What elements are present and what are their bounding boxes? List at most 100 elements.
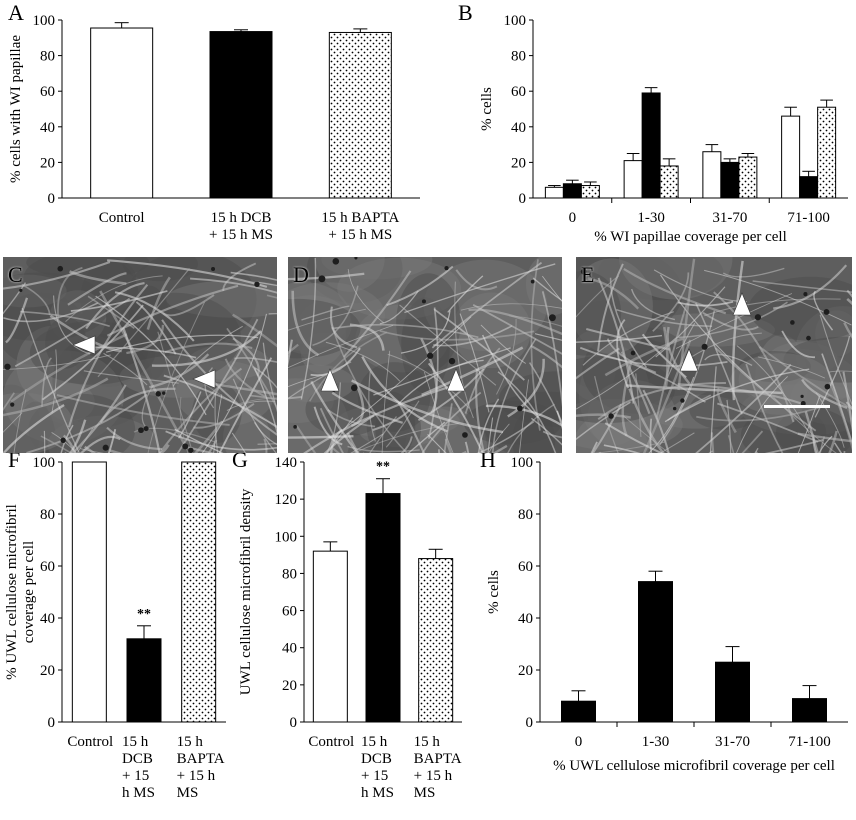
microfibril: [655, 302, 688, 420]
microfibril: [421, 391, 482, 453]
microfibril: [60, 424, 74, 453]
x-tick-label: 31-70: [715, 734, 750, 750]
y-tick-label: 40: [282, 641, 297, 657]
microfibril: [652, 272, 690, 332]
y-axis-label: % cells: [479, 87, 495, 131]
microfibril: [487, 417, 494, 453]
microfibril: [43, 430, 46, 453]
micrograph-shading: [740, 405, 852, 453]
pore: [530, 279, 535, 284]
microfibril: [530, 417, 562, 446]
microfibril: [262, 342, 277, 413]
microfibril: [519, 379, 529, 453]
microfibril: [288, 435, 354, 439]
y-tick-label: 120: [275, 492, 298, 508]
microfibril: [288, 308, 366, 331]
microfibril: [253, 421, 277, 446]
microfibril: [387, 353, 470, 409]
panel-letter-g: G: [232, 447, 248, 472]
microfibril: [815, 392, 845, 448]
microfibril: [421, 346, 524, 397]
microfibril: [14, 297, 131, 368]
microfibril: [507, 358, 545, 418]
bar: [659, 165, 679, 199]
microfibril: [386, 265, 454, 307]
pore: [102, 444, 109, 451]
microfibril: [325, 341, 401, 382]
pore: [143, 426, 149, 432]
microfibril: [257, 443, 277, 445]
x-tick-label: BAPTA: [177, 751, 225, 767]
microfibril: [694, 302, 743, 415]
microfibril: [79, 448, 217, 453]
x-tick-label: + 15 h: [414, 768, 453, 784]
pore: [318, 275, 326, 283]
bar: [562, 183, 582, 199]
microfibril: [630, 288, 676, 321]
microfibril: [331, 391, 403, 424]
microfibril: [288, 272, 365, 281]
y-tick-label: 20: [282, 678, 297, 694]
microfibril: [266, 294, 277, 299]
microfibril: [407, 421, 446, 453]
microfibril: [678, 301, 788, 339]
microfibril: [327, 409, 376, 428]
microfibril: [107, 428, 117, 453]
microfibril: [288, 324, 394, 369]
pore: [517, 405, 523, 412]
x-tick-label: 15 h BAPTA: [321, 210, 399, 226]
microfibril: [385, 400, 420, 448]
microfibril: [230, 271, 277, 281]
microfibril: [476, 421, 535, 453]
microfibril: [472, 304, 562, 355]
microfibril: [231, 432, 247, 453]
microfibril: [249, 394, 277, 400]
pore: [138, 427, 144, 434]
microfibril: [717, 402, 819, 443]
pore: [444, 266, 449, 271]
microfibril: [331, 323, 479, 339]
y-tick-label: 100: [511, 455, 534, 471]
microfibril: [67, 272, 127, 306]
microfibril: [404, 263, 556, 314]
x-tick-label: DCB: [361, 751, 392, 767]
microfibril: [300, 258, 317, 400]
bar: [641, 92, 661, 199]
microfibril: [106, 426, 163, 451]
x-tick-label: DCB: [122, 751, 153, 767]
micrograph-shading: [126, 257, 257, 348]
pore: [421, 299, 426, 304]
microfibril: [13, 388, 27, 453]
microfibril: [420, 337, 438, 415]
microfibril: [542, 275, 562, 302]
y-tick-label: 80: [40, 49, 55, 65]
microfibril: [843, 322, 852, 339]
microfibril: [301, 305, 350, 321]
microfibril: [666, 326, 691, 385]
pore: [462, 432, 468, 438]
x-tick-label: Control: [308, 734, 354, 750]
microfibril: [797, 395, 821, 453]
microfibril: [597, 263, 624, 352]
microfibril: [397, 359, 484, 405]
microfibril: [71, 384, 127, 453]
microfibril: [649, 418, 653, 453]
microfibril: [592, 441, 666, 453]
microfibril: [662, 326, 669, 388]
y-tick-label: 0: [519, 191, 527, 207]
pore: [548, 314, 556, 322]
x-tick-label: 15 h DCB: [211, 210, 272, 226]
y-tick-label: 20: [40, 155, 55, 171]
microfibril: [431, 261, 543, 349]
microfibril: [741, 430, 764, 453]
microfibril: [399, 304, 497, 386]
microfibril: [620, 351, 651, 415]
microfibril: [842, 371, 852, 433]
micrograph-shading: [26, 257, 150, 279]
micrograph-shading: [300, 332, 347, 375]
pore: [803, 292, 808, 297]
panel-a: [58, 19, 420, 199]
micrograph-shading: [396, 273, 461, 372]
microfibril: [106, 284, 239, 337]
micrograph-shading: [28, 393, 136, 453]
